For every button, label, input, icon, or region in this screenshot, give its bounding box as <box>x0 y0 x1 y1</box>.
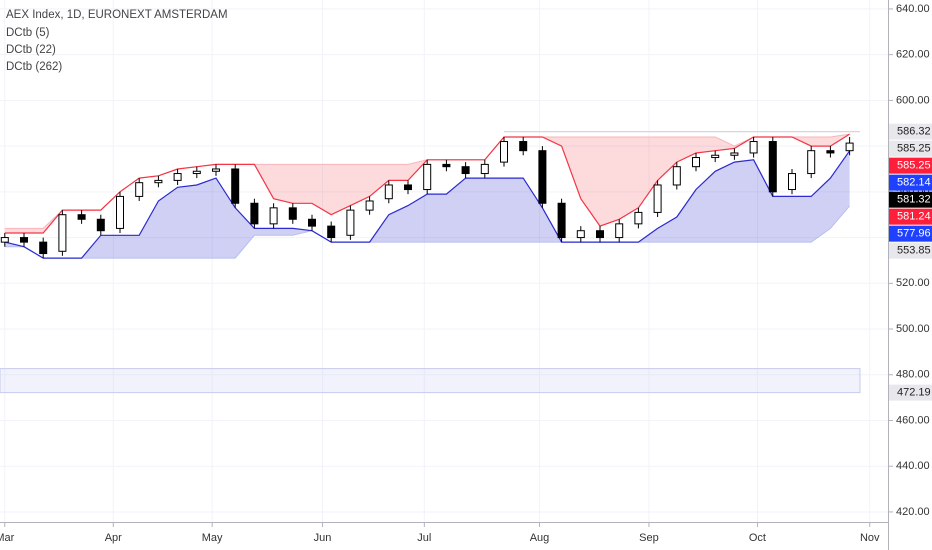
x-tick-label: Sep <box>639 532 659 544</box>
candle-body <box>480 163 489 175</box>
candle-body <box>20 237 28 243</box>
y-tick-label: 500.00 <box>896 323 930 335</box>
candle-body <box>384 184 393 200</box>
price-label: 585.25 <box>897 143 931 155</box>
price-label: 586.32 <box>897 126 931 138</box>
candle-body <box>96 218 105 232</box>
x-tick-label: Nov <box>860 532 880 544</box>
legend-entry: DCtb (5) <box>6 27 50 39</box>
price-label: 582.14 <box>897 177 931 189</box>
chart-title: AEX Index, 1D, EURONEXT AMSTERDAM <box>6 9 228 21</box>
price-label: 581.24 <box>897 211 931 223</box>
x-tick-label: Oct <box>749 532 766 544</box>
candle-body <box>231 168 240 204</box>
price-label-bg <box>889 191 932 208</box>
candle-body <box>557 202 566 239</box>
candle-body <box>615 223 624 239</box>
price-label: 553.85 <box>897 245 931 257</box>
candle-body <box>711 154 720 159</box>
price-label-bg <box>889 242 932 259</box>
candle-body <box>653 184 662 213</box>
x-tick-label: Apr <box>105 532 122 544</box>
x-tick-label: Mar <box>0 532 15 544</box>
dc262-lower-band <box>0 368 861 394</box>
candle-body <box>423 163 432 191</box>
candle-body <box>365 200 374 211</box>
y-tick-label: 640.00 <box>896 3 930 15</box>
y-tick-label: 440.00 <box>896 460 930 472</box>
y-tick-label: 600.00 <box>896 94 930 106</box>
candle-body <box>461 166 470 175</box>
price-label-bg <box>889 140 932 157</box>
candle-body <box>154 179 163 184</box>
candle-body <box>116 195 124 229</box>
candle-body <box>500 141 508 163</box>
candle-body <box>77 214 86 220</box>
y-tick-label: 620.00 <box>896 49 930 61</box>
price-label: 585.25 <box>897 160 931 172</box>
candle-body <box>346 209 355 236</box>
candle-body <box>404 184 412 191</box>
candle-body <box>0 237 9 243</box>
candle-body <box>596 230 604 239</box>
candle-body <box>672 166 681 186</box>
y-tick-label: 420.00 <box>896 506 930 518</box>
x-tick-label: Aug <box>530 532 550 544</box>
candle-body <box>308 218 316 227</box>
candle-body <box>634 211 643 225</box>
candle-body <box>749 141 758 154</box>
x-tick-label: May <box>202 532 223 544</box>
x-tick-label: Jun <box>314 532 332 544</box>
plot <box>0 0 888 522</box>
candle-body <box>576 230 585 239</box>
y-tick-label: 480.00 <box>896 369 930 381</box>
candle-body <box>538 150 547 204</box>
price-label-bg <box>889 174 932 191</box>
price-label: 581.32 <box>897 194 931 206</box>
candle-body <box>39 241 48 255</box>
candle-body <box>58 214 67 252</box>
candle-body <box>212 168 220 172</box>
y-tick-label: 460.00 <box>896 414 930 426</box>
dc-upper-line <box>4 133 850 234</box>
candle-body <box>807 150 816 175</box>
candle-body <box>788 173 796 191</box>
price-label-bg <box>889 208 932 225</box>
price-label: 577.96 <box>897 228 931 240</box>
candle-body <box>173 173 182 181</box>
legend-entry: DCtb (22) <box>6 44 56 56</box>
dc-lower-line <box>4 205 850 259</box>
candle-body <box>288 207 297 220</box>
candle-body <box>135 182 144 197</box>
candle-body <box>519 141 528 152</box>
price-label: 472.19 <box>897 387 931 399</box>
candle-body <box>768 141 777 193</box>
legend-entry: DCtb (262) <box>6 61 62 73</box>
candle-body <box>692 157 700 168</box>
candle-body <box>442 163 451 168</box>
candle-body <box>327 225 336 239</box>
upper-fill <box>4 134 850 233</box>
candle-body <box>269 207 278 225</box>
x-tick-label: Jul <box>417 532 431 544</box>
price-label-bg <box>889 157 932 174</box>
candle-body <box>845 142 854 152</box>
price-label-bg <box>889 384 932 401</box>
candle-body <box>250 202 259 225</box>
candle-body <box>192 170 201 175</box>
price-label-bg <box>889 123 932 140</box>
lower-fill <box>4 150 850 259</box>
candle-body <box>730 152 739 156</box>
candle-body <box>826 150 835 154</box>
price-label-bg <box>889 225 932 242</box>
y-tick-label: 520.00 <box>896 277 930 289</box>
